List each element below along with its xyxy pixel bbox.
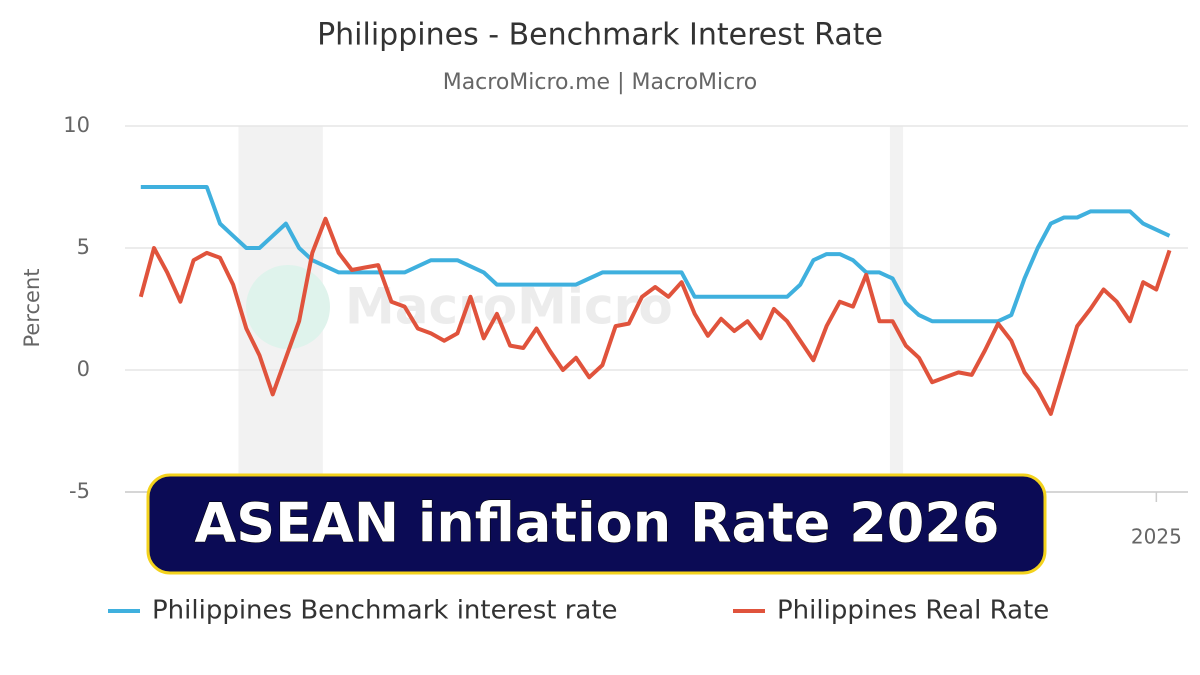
- y-tick-label: -5: [69, 479, 90, 503]
- chart-title: Philippines - Benchmark Interest Rate: [317, 18, 883, 53]
- series-line: [138, 216, 1172, 416]
- y-tick-label: 0: [77, 357, 90, 381]
- legend: Philippines Benchmark interest rate Phili…: [108, 596, 1049, 626]
- x-tick-label: 2025: [1131, 525, 1182, 549]
- lines-layer: [138, 185, 1172, 416]
- y-tick-label: 10: [63, 113, 90, 137]
- chart-subtitle: MacroMicro.me | MacroMicro: [443, 70, 758, 95]
- banner-box: [146, 473, 1047, 575]
- y-axis-label: Percent: [20, 268, 44, 347]
- banner-text: ASEAN inflation Rate 2026: [195, 492, 1000, 555]
- legend-label: Philippines Benchmark interest rate: [152, 596, 618, 626]
- watermark-logo: [246, 265, 330, 349]
- y-tick-label: 5: [77, 235, 90, 259]
- shaded-range: [889, 126, 904, 492]
- legend-label: Philippines Real Rate: [777, 596, 1049, 626]
